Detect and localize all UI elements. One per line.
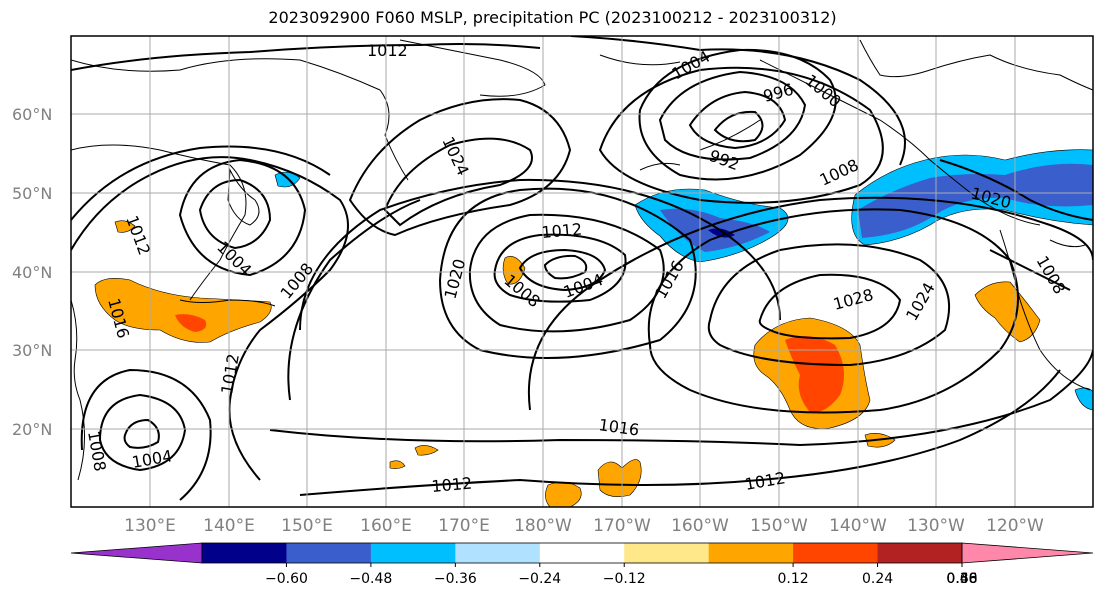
contour-label: 1004 [669, 47, 714, 84]
coastlines [71, 39, 1093, 481]
colorbar-extend-low [70, 542, 203, 564]
colorbar-outline [201, 542, 963, 564]
lat-label: 40°N [12, 263, 52, 282]
lon-label: 180°W [514, 516, 572, 536]
lon-label: 160°E [360, 516, 412, 536]
contour-label: 1000 [801, 71, 844, 112]
lon-label: 150°E [281, 516, 333, 536]
contour-label: 1012 [367, 41, 408, 60]
colorbar-tick-label: −0.60 [265, 571, 308, 587]
lon-label: 170°E [438, 516, 490, 536]
colorbar-swatch [539, 543, 625, 563]
colorbar-tick-label: 0.48 [946, 571, 977, 587]
gridlines [71, 36, 1093, 507]
lat-label: 20°N [12, 420, 52, 439]
contour-label: 1008 [84, 429, 110, 472]
lon-label: 120°W [986, 516, 1044, 536]
contour-label: 1008 [817, 155, 862, 189]
lon-label: 170°W [593, 516, 651, 536]
lon-label: 130°W [907, 516, 965, 536]
contour-label: 1016 [597, 415, 640, 439]
contour-label: 1016 [651, 257, 688, 302]
colorbar-tick-label: −0.24 [518, 571, 561, 587]
colorbar-tick-label: 0.24 [862, 571, 893, 587]
colorbar-tick-label: −0.12 [603, 571, 646, 587]
contour-label: 1012 [743, 468, 786, 494]
colorbar: −0.60 −0.48 −0.36 −0.24 −0.12 0.12 0.24 0.360.4… [70, 542, 1094, 587]
colorbar-tick-label: 0.36 [946, 571, 977, 587]
contour-label: 1028 [831, 285, 875, 314]
colorbar-tick-label: −0.48 [349, 571, 392, 587]
contour-label: 1012 [122, 213, 154, 258]
longitude-labels: 130°E 140°E 150°E 160°E 170°E 180°W 170°… [124, 516, 1044, 536]
lon-label: 130°E [124, 516, 176, 536]
isobars [71, 36, 1093, 501]
contour-label: 1012 [541, 220, 583, 242]
colorbar-swatch [877, 543, 963, 563]
contour-label: 1008 [500, 271, 543, 312]
contour-label: 996 [761, 80, 795, 106]
lon-label: 160°W [671, 516, 729, 536]
lat-label: 60°N [12, 105, 52, 124]
lat-label: 50°N [12, 184, 52, 203]
map-title: 2023092900 F060 MSLP, precipitation PC (… [268, 8, 837, 27]
contour-label: 1012 [217, 352, 243, 395]
contour-label: 1004 [130, 446, 173, 472]
map-plot-area: 1012 1004 996 1000 992 1008 1024 1020 10… [71, 36, 1093, 507]
colorbar-swatch [624, 543, 710, 563]
lat-label: 30°N [12, 341, 52, 360]
contour-label: 1024 [902, 279, 939, 324]
lon-label: 140°E [203, 516, 255, 536]
colorbar-swatch [370, 543, 456, 563]
colorbar-tick-label: 0.12 [778, 571, 809, 587]
contour-label: 1012 [431, 474, 473, 496]
lon-label: 140°W [829, 516, 887, 536]
map-frame [70, 35, 1094, 508]
colorbar-swatch [793, 543, 879, 563]
colorbar-swatch [455, 543, 541, 563]
colorbar-extend-high [961, 542, 1094, 564]
colorbar-tick-label: 0.60 [946, 571, 977, 587]
colorbar-swatch [286, 543, 372, 563]
lon-label: 150°W [750, 516, 808, 536]
colorbar-swatch [708, 543, 794, 563]
contour-label: 992 [707, 146, 742, 174]
contour-label: 1020 [441, 257, 470, 301]
colorbar-swatch [202, 543, 287, 563]
latitude-labels: 60°N 50°N 40°N 30°N 20°N [12, 105, 52, 439]
colorbar-tick-label: −0.36 [434, 571, 477, 587]
